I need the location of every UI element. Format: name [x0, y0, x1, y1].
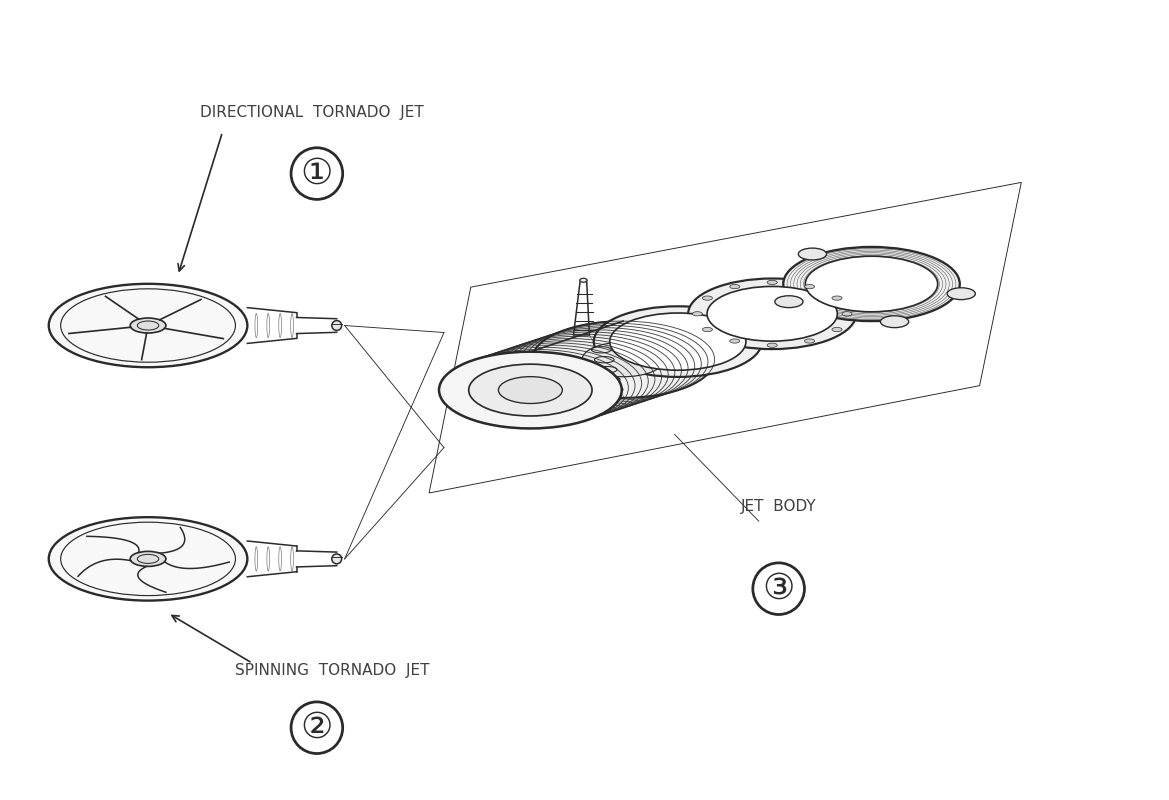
Ellipse shape	[332, 321, 341, 330]
Ellipse shape	[804, 339, 815, 343]
Ellipse shape	[842, 312, 852, 316]
Ellipse shape	[130, 551, 166, 566]
Ellipse shape	[767, 343, 777, 347]
Text: SPINNING  TORNADO  JET: SPINNING TORNADO JET	[235, 663, 429, 678]
Ellipse shape	[332, 554, 341, 564]
Ellipse shape	[440, 352, 622, 429]
Ellipse shape	[729, 285, 740, 289]
Text: JET  BODY: JET BODY	[741, 499, 816, 514]
Ellipse shape	[832, 327, 842, 332]
Ellipse shape	[580, 278, 587, 282]
Ellipse shape	[804, 285, 815, 289]
Ellipse shape	[532, 321, 714, 398]
Ellipse shape	[498, 377, 562, 403]
Ellipse shape	[703, 327, 712, 332]
Ellipse shape	[805, 256, 938, 312]
Text: ②: ②	[300, 710, 333, 745]
Ellipse shape	[832, 296, 842, 300]
Ellipse shape	[767, 280, 777, 285]
Ellipse shape	[880, 316, 908, 328]
Ellipse shape	[610, 313, 746, 370]
Ellipse shape	[947, 288, 975, 300]
Ellipse shape	[130, 318, 166, 333]
Ellipse shape	[798, 248, 826, 260]
Ellipse shape	[729, 339, 740, 343]
Ellipse shape	[582, 342, 664, 377]
Ellipse shape	[783, 247, 960, 321]
Text: ③: ③	[762, 572, 795, 606]
Ellipse shape	[775, 296, 803, 308]
Ellipse shape	[49, 517, 248, 601]
Ellipse shape	[49, 284, 248, 367]
Ellipse shape	[689, 278, 856, 349]
Ellipse shape	[594, 306, 762, 377]
Ellipse shape	[707, 286, 837, 341]
Ellipse shape	[692, 312, 703, 316]
Ellipse shape	[469, 364, 592, 416]
Ellipse shape	[703, 296, 712, 300]
Text: DIRECTIONAL  TORNADO  JET: DIRECTIONAL TORNADO JET	[200, 105, 424, 120]
Text: ①: ①	[300, 157, 333, 190]
